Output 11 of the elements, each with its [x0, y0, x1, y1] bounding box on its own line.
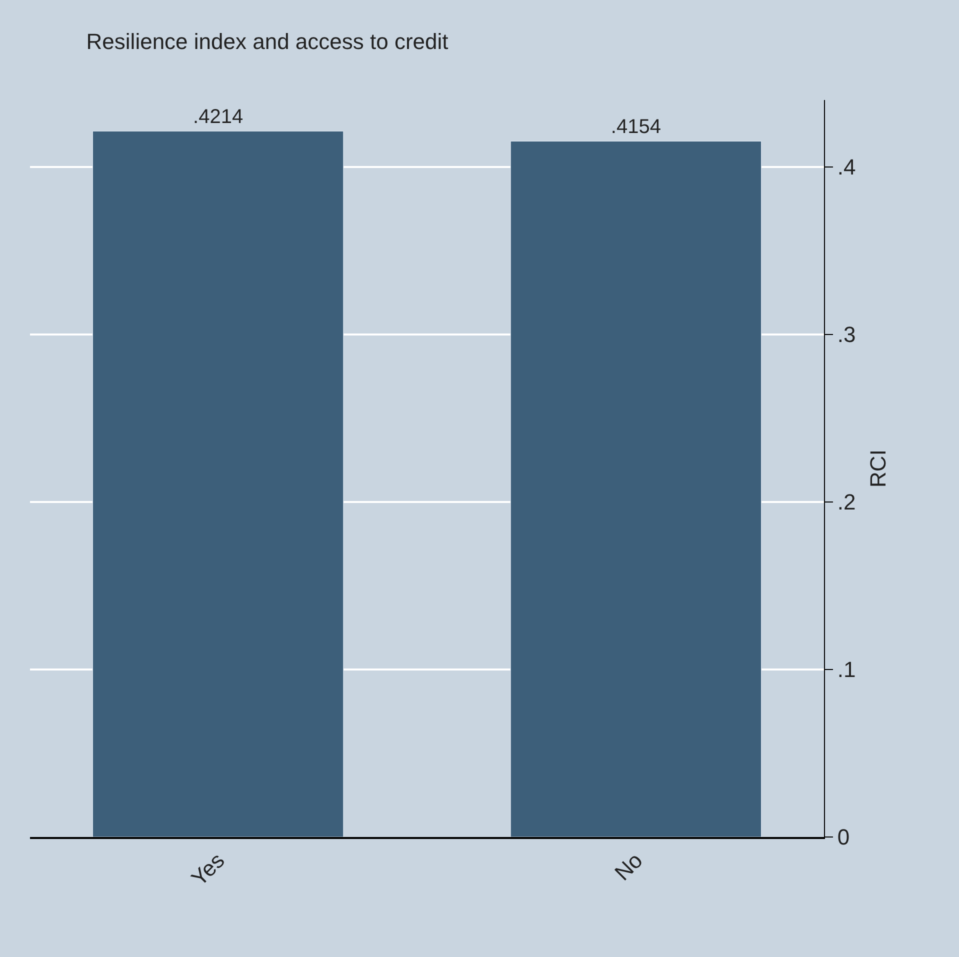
data-label: .4214 — [193, 106, 244, 128]
y-tick-label: .2 — [837, 490, 856, 515]
y-tick-label: 0 — [837, 824, 850, 850]
y-axis-title: RCI — [866, 450, 891, 488]
y-tick-label: .4 — [837, 154, 856, 180]
y-tick-label: .1 — [837, 657, 856, 682]
x-tick-label: Yes — [186, 848, 230, 891]
chart-title: Resilience index and access to credit — [86, 28, 448, 54]
x-tick-label: No — [610, 848, 648, 886]
data-label: .4154 — [610, 116, 661, 138]
y-tick-label: .3 — [837, 322, 856, 348]
